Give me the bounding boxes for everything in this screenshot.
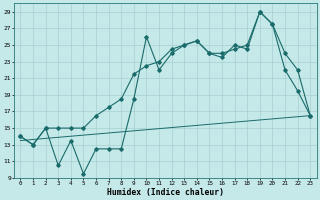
X-axis label: Humidex (Indice chaleur): Humidex (Indice chaleur) [107,188,224,197]
